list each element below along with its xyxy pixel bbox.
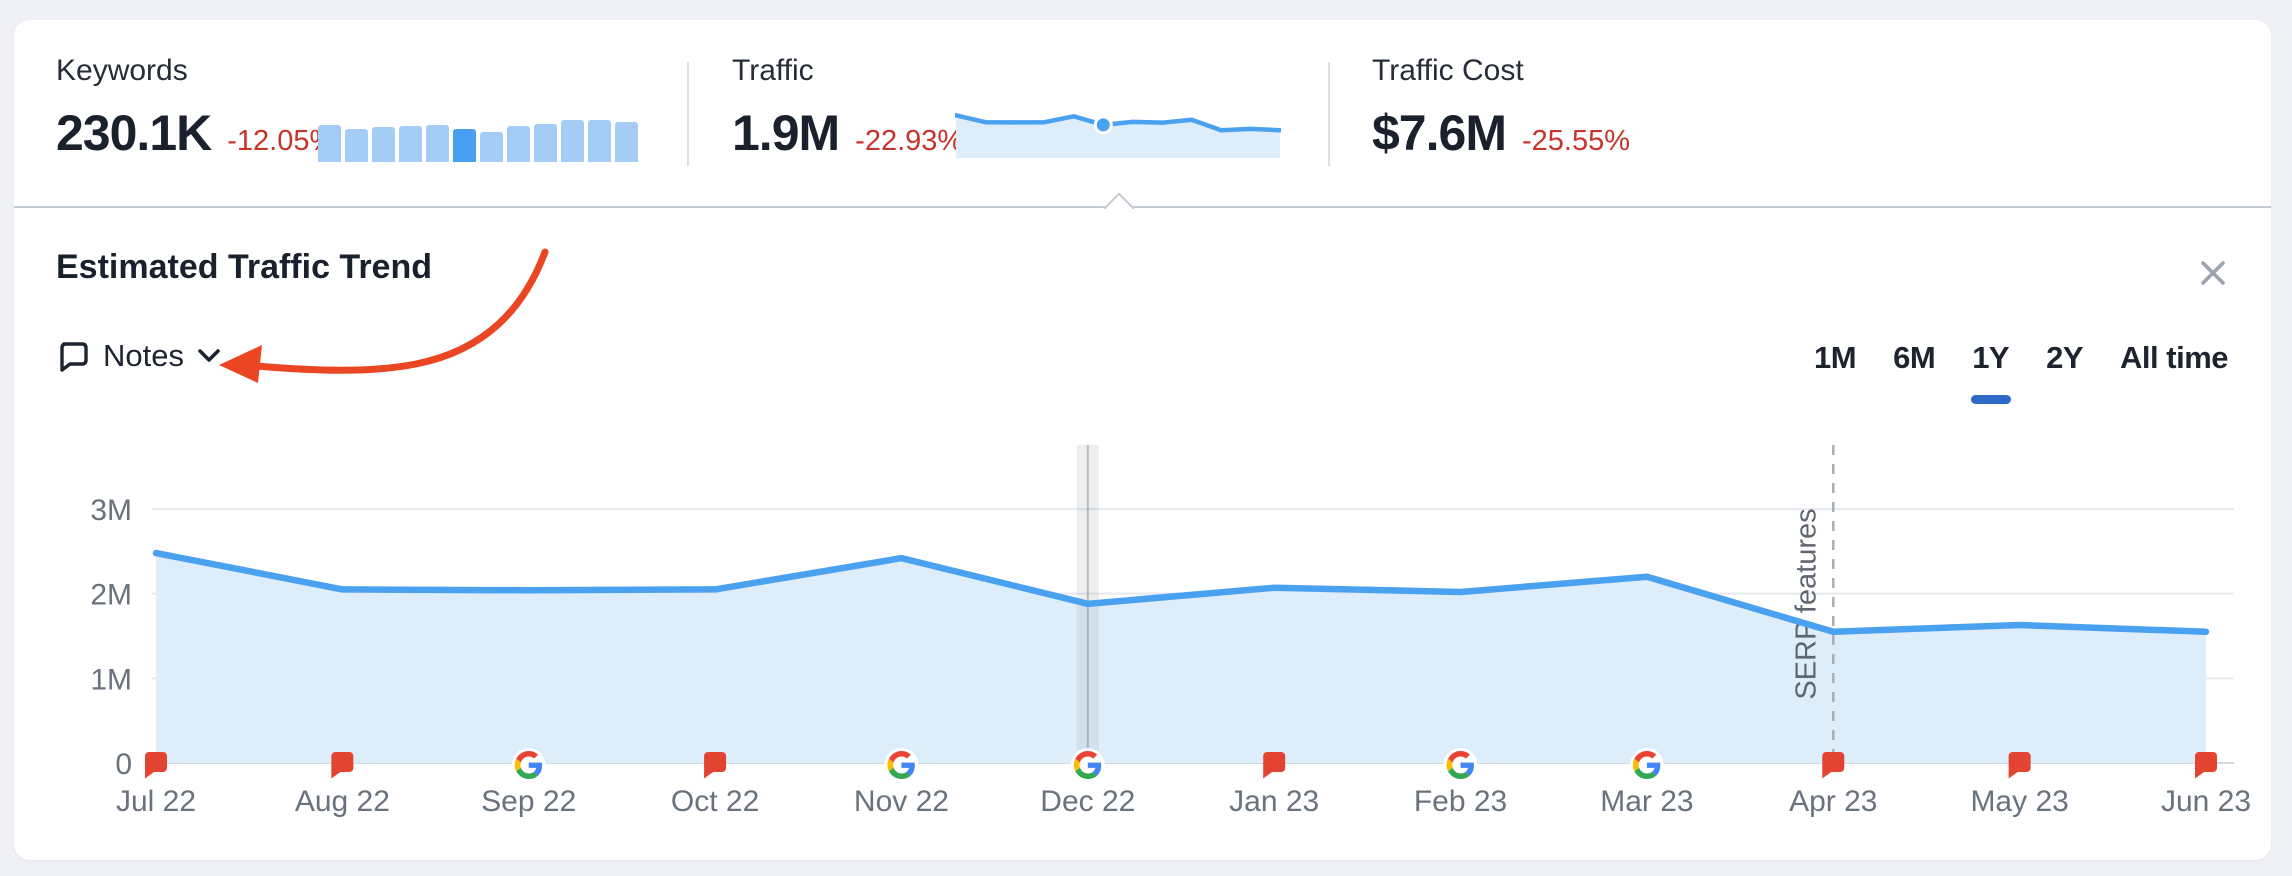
time-range-tabs: 1M 6M 1Y 2Y All time [1814,340,2228,404]
keywords-spark-bar [426,125,449,162]
note-flag-icon[interactable] [1263,752,1286,779]
keywords-spark-bar [372,127,395,162]
x-axis-label: Jun 23 [2161,785,2251,818]
metric-traffic-cost[interactable]: Traffic Cost $7.6M -25.55% [1372,52,1630,162]
x-axis-label: Aug 22 [295,785,390,818]
x-axis-label: Apr 23 [1789,785,1877,818]
notes-bubble-icon [60,342,88,372]
note-flag-icon[interactable] [2008,752,2031,779]
spark-dot [1096,118,1110,132]
range-tab-6m[interactable]: 6M [1893,340,1936,375]
x-axis-label: May 23 [1970,785,2068,818]
x-axis-label: Dec 22 [1040,785,1135,818]
traffic-cost-delta: -25.55% [1521,125,1630,157]
traffic-overview-card: Keywords 230.1K -12.05% Traffic 1.9M -22… [14,20,2271,860]
google-update-icon[interactable] [1073,751,1102,779]
trend-area-fill [156,553,2206,763]
notes-dropdown-button[interactable]: Notes [56,338,221,374]
keywords-spark-bar [399,126,422,162]
serp-features-annotation-label: SERP features [1790,508,1822,699]
metrics-row: Keywords 230.1K -12.05% Traffic 1.9M -22… [14,20,2271,208]
y-axis-tick-label: 1M [90,663,132,696]
x-axis-label: Jan 23 [1229,785,1319,818]
keywords-spark-bar [345,129,368,162]
x-axis-label: Feb 23 [1414,785,1507,818]
traffic-delta: -22.93% [855,125,964,157]
metric-traffic[interactable]: Traffic 1.9M -22.93% [732,52,963,162]
google-update-icon[interactable] [514,751,543,779]
keywords-spark-bar [588,120,611,162]
keywords-spark-bar [534,124,557,162]
active-tab-underline [1970,395,2011,404]
x-axis-label: Sep 22 [481,785,576,818]
keywords-spark-bar [615,122,638,162]
keywords-spark-bar [318,125,341,162]
x-axis-label: Nov 22 [854,785,949,818]
note-flag-icon[interactable] [704,752,727,779]
metric-divider [1328,62,1330,166]
keywords-spark-bar [561,120,584,162]
traffic-sparkline[interactable] [955,108,1281,160]
keywords-delta: -12.05% [227,125,336,157]
note-flag-icon[interactable] [1822,752,1845,779]
y-axis-tick-label: 2M [90,579,132,612]
google-update-icon[interactable] [887,751,915,779]
keywords-spark-bar [480,132,503,162]
google-update-icon[interactable] [1446,751,1474,779]
note-flag-icon[interactable] [145,752,167,779]
trend-line [152,549,2210,636]
range-tab-all-time[interactable]: All time [2120,340,2228,375]
traffic-cost-value: $7.6M [1372,105,1507,161]
traffic-cost-label: Traffic Cost [1372,54,1524,87]
y-axis-tick-label: 3M [90,494,132,527]
keywords-spark-bar [507,126,530,162]
traffic-trend-chart: 0 1M 2M 3M SERP features Jul 22 Aug 22 Sep 22 Oc… [90,445,2251,818]
range-tab-1y[interactable]: 1Y [1970,340,2011,404]
metric-keywords[interactable]: Keywords 230.1K -12.05% [56,52,335,162]
google-update-icon[interactable] [1632,751,1661,779]
range-tab-2y[interactable]: 2Y [2046,340,2084,375]
traffic-label: Traffic [732,54,814,87]
close-icon[interactable] [2196,256,2230,290]
note-flag-icon[interactable] [2195,752,2217,779]
page-title: Estimated Traffic Trend [56,248,432,286]
note-flag-icon[interactable] [331,752,354,779]
range-tab-1m[interactable]: 1M [1814,340,1857,375]
chevron-down-icon [198,349,220,362]
traffic-value: 1.9M [732,105,840,161]
keywords-spark-bar [453,129,476,162]
y-axis-tick-label: 0 [115,748,132,781]
keywords-label: Keywords [56,54,188,87]
x-axis-label: Mar 23 [1600,785,1693,818]
x-axis-label: Jul 22 [116,785,196,818]
keywords-value: 230.1K [56,105,212,161]
metric-divider [687,62,689,166]
notes-label: Notes [103,338,184,373]
keywords-sparkline-bars[interactable] [318,118,648,162]
x-axis-label: Oct 22 [671,785,759,818]
